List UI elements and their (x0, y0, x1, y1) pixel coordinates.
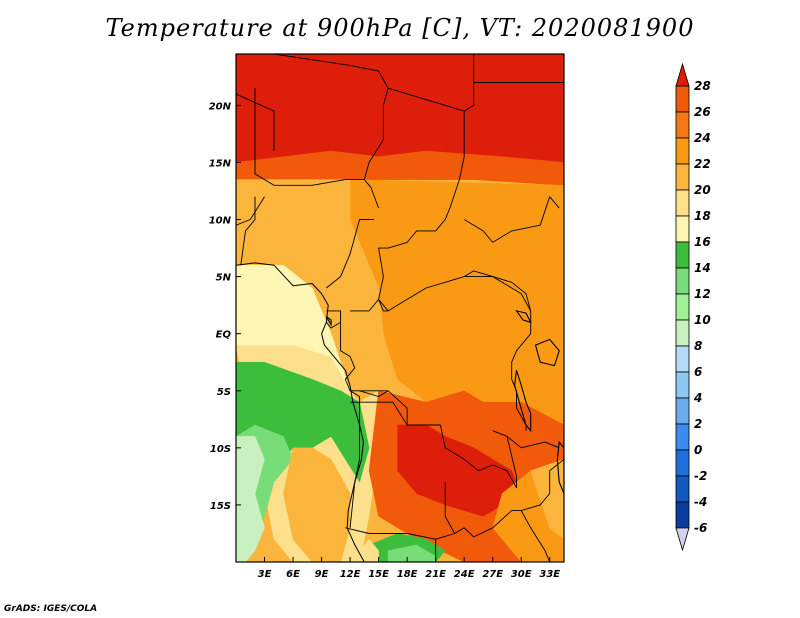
lon-tick-label-27: 27E (482, 569, 503, 580)
colorbar-box-18 (675, 189, 690, 217)
colorbar-label-8: 8 (694, 339, 702, 353)
colorbar-box-24 (675, 111, 690, 139)
country-boundary-11 (326, 219, 374, 289)
colorbar-label-24: 24 (694, 131, 711, 145)
lat-tick-label--10: 10S (210, 444, 231, 455)
colorbar-box-8 (675, 319, 690, 347)
lon-tick-label-9: 9E (315, 569, 329, 580)
colorbar-label-4: 4 (693, 391, 702, 405)
colorbar-box-14 (675, 241, 690, 269)
temperature-region-10c-8 (236, 436, 265, 562)
country-boundary-7 (464, 276, 532, 431)
colorbar-box--6 (675, 501, 690, 529)
country-boundary-17 (349, 402, 361, 528)
map-title: Temperature at 900hPa [C], VT: 202008190… (105, 14, 695, 42)
temperature-field (236, 54, 564, 562)
lat-tick-label--15: 15S (210, 501, 231, 512)
lon-tick-label-15: 15E (368, 569, 389, 580)
colorbar-label-28: 28 (694, 79, 711, 93)
temperature-region-26c-0 (236, 54, 564, 163)
lat-tick-label-15: 15N (209, 158, 232, 169)
colorbar-label--4: -4 (694, 495, 707, 509)
lake-outline-1 (534, 338, 560, 367)
lat-tick-label-10: 10N (209, 216, 232, 227)
colorbar-label-26: 26 (694, 105, 711, 119)
country-boundary-8 (350, 298, 389, 312)
grads-credit: GrADS: IGES/COLA (4, 604, 98, 614)
lat-tick-label-20: 20N (209, 101, 232, 112)
colorbar-label-18: 18 (694, 209, 711, 223)
colorbar-label--2: -2 (694, 469, 707, 483)
colorbar-label-12: 12 (694, 287, 711, 301)
colorbar-box-4 (675, 371, 690, 399)
country-boundary-9 (240, 196, 256, 266)
colorbar-box-12 (675, 267, 690, 295)
lon-tick-label-12: 12E (340, 569, 361, 580)
colorbar-box-2 (675, 397, 690, 425)
country-boundary-0 (273, 54, 389, 209)
axis-ticks: 3E 6E 9E 12E 15E 18E 21E 24E 27E 30E 33E 20N 15N 10N 5… (209, 101, 561, 580)
country-boundary-15 (350, 401, 408, 426)
lon-tick-label-18: 18E (397, 569, 418, 580)
lake-outline-4 (325, 316, 332, 327)
country-boundary-1 (236, 93, 275, 151)
coastline (236, 262, 365, 562)
temperature-region-20c-13 (530, 459, 564, 540)
colorbar-bottom-arrow (675, 527, 690, 552)
colorbar-label-2: 2 (694, 417, 702, 431)
country-boundary-19 (444, 482, 456, 534)
colorbar-label-6: 6 (694, 365, 702, 379)
colorbar-box-0 (675, 423, 690, 451)
lon-tick-label-24: 24E (454, 569, 475, 580)
colorbar-top-arrow (675, 62, 690, 87)
country-boundaries (236, 54, 564, 562)
country-boundary-22 (506, 436, 560, 449)
colorbar-box-10 (675, 293, 690, 321)
country-boundary-2 (254, 88, 365, 186)
country-boundary-13 (340, 322, 361, 403)
colorbar-label-0: 0 (694, 443, 702, 457)
colorbar-box-22 (675, 137, 690, 165)
country-boundary-4 (463, 54, 475, 112)
colorbar-box-6 (675, 345, 690, 373)
colorbar-label-20: 20 (694, 183, 711, 197)
lat-tick-label--5: 5S (217, 387, 231, 398)
colorbar-box-20 (675, 163, 690, 191)
lat-tick-label-0: EQ (216, 330, 232, 341)
lake-outline-3 (556, 440, 564, 494)
colorbar-label-22: 22 (694, 157, 711, 171)
colorbar-label--6: -6 (694, 521, 707, 535)
lon-tick-label-33: 33E (539, 569, 560, 580)
colorbar-label-16: 16 (694, 235, 711, 249)
map-frame (235, 53, 565, 563)
lon-tick-label-3: 3E (258, 569, 272, 580)
lon-tick-label-6: 6E (286, 569, 300, 580)
colorbar-label-10: 10 (694, 313, 711, 327)
country-boundary-21 (473, 458, 564, 538)
colorbar-box--2 (675, 449, 690, 477)
temperature-region-16c-5 (236, 264, 351, 391)
country-boundary-3 (378, 87, 532, 312)
colorbar-box--4 (675, 475, 690, 503)
colorbar-label-14: 14 (694, 261, 711, 275)
temperature-region-18c-16 (359, 538, 379, 562)
colorbar-box-16 (675, 215, 690, 243)
lon-tick-label-21: 21E (425, 569, 446, 580)
lon-tick-label-30: 30E (511, 569, 532, 580)
country-boundary-14 (359, 390, 517, 489)
country-boundary-6 (463, 196, 560, 243)
colorbar-box-26 (675, 85, 690, 113)
lat-tick-label-5: 5N (216, 273, 232, 284)
country-boundary-23 (520, 510, 551, 562)
country-boundary-10 (236, 196, 265, 226)
temperature-region-20c-9 (283, 447, 351, 562)
